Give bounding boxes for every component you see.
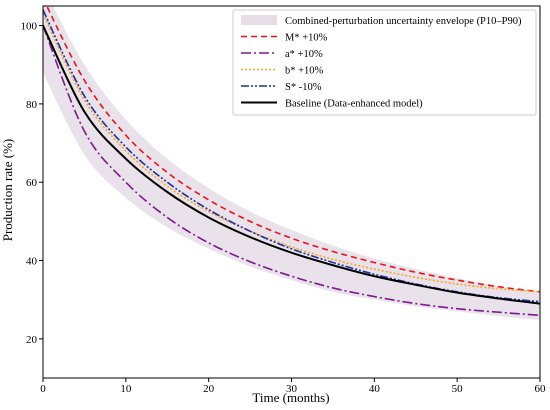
x-tick-label: 50 [452,383,464,395]
series-line-2 [43,25,540,317]
legend-label-3: b* +10% [285,66,324,77]
x-tick-label: 40 [369,383,381,395]
x-tick-label: 10 [120,383,132,395]
x-axis: 0 10 20 30 40 50 60 [40,378,546,395]
y-axis-label: Production rate (%) [0,139,15,242]
x-tick-label: 20 [203,383,215,395]
legend-swatch-envelope [241,15,277,25]
series-line-3 [43,13,540,293]
legend-label-2: a* +10% [285,49,323,60]
y-tick-label: 80 [26,99,38,111]
y-tick-label: 40 [26,256,38,268]
series-line-5 [43,25,540,305]
x-axis-label: Time (months) [252,390,329,405]
x-tick-label: 30 [286,383,298,395]
series-line-1 [45,6,540,293]
legend-box [232,9,537,116]
y-tick-label: 20 [26,334,38,346]
plot-area [42,5,541,379]
x-tick-label: 60 [535,383,547,395]
legend-label-0: Combined-perturbation uncertainty envelo… [285,16,522,27]
legend: Combined-perturbation uncertainty envelo… [232,9,537,116]
legend-label-1: M* +10% [285,33,328,44]
legend-label-4: S* -10% [285,82,322,93]
y-tick-label: 100 [21,21,38,33]
legend-label-5: Baseline (Data-enhanced model) [285,99,423,110]
y-tick-label: 60 [26,177,38,189]
x-tick-label: 0 [40,383,46,395]
y-axis: 20 40 60 80 100 [21,21,43,346]
